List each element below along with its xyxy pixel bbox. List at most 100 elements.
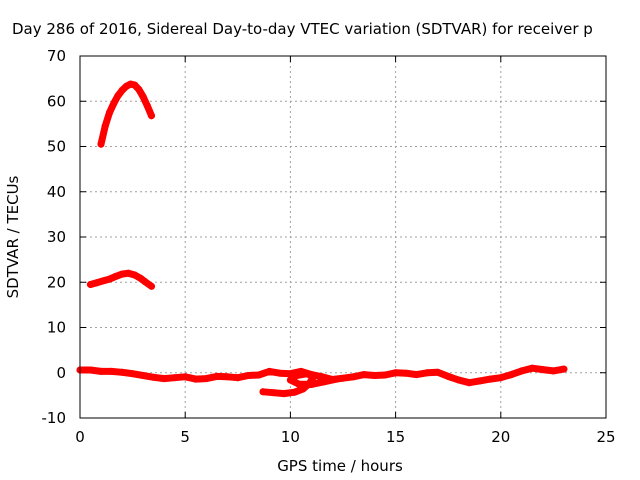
data-point	[148, 282, 155, 290]
data-point	[93, 279, 101, 287]
data-point	[131, 81, 139, 89]
data-point	[101, 122, 109, 130]
x-tick-label: 15	[386, 428, 405, 446]
data-point	[118, 270, 126, 278]
y-tick-label: 50	[47, 138, 66, 156]
data-point	[110, 100, 118, 107]
data-point	[434, 368, 442, 376]
y-tick-label: 60	[47, 92, 66, 110]
y-tick-label: 20	[47, 273, 66, 291]
data-point	[139, 372, 147, 379]
data-point	[549, 367, 557, 375]
data-point	[192, 375, 200, 383]
data-point	[402, 369, 410, 377]
data-point	[303, 370, 311, 378]
data-point	[244, 372, 252, 379]
data-point	[124, 269, 132, 277]
data-point	[171, 374, 179, 382]
y-axis-label: SDTVAR / TECUs	[4, 175, 22, 298]
data-point	[381, 371, 389, 379]
y-tick-label: 70	[47, 47, 66, 65]
data-point	[476, 377, 484, 385]
x-tick-label: 0	[75, 428, 85, 446]
data-point	[291, 388, 299, 396]
chart-title: Day 286 of 2016, Sidereal Day-to-day VTE…	[12, 20, 593, 38]
x-tick-label: 25	[596, 428, 615, 446]
data-point	[507, 371, 515, 379]
data-point	[299, 385, 307, 393]
data-point	[213, 372, 221, 380]
data-point	[350, 373, 357, 381]
data-point	[181, 373, 189, 381]
data-point	[87, 281, 94, 288]
data-point	[371, 372, 379, 379]
data-point	[265, 367, 273, 375]
gridlines	[80, 56, 606, 418]
x-tick-label: 10	[281, 428, 300, 446]
data-series	[76, 80, 568, 398]
data-point	[392, 369, 400, 377]
data-point	[528, 364, 536, 372]
series-3	[76, 364, 568, 387]
x-axis-label: GPS time / hours	[277, 457, 403, 475]
data-point	[286, 376, 294, 384]
data-point	[131, 271, 139, 279]
data-point	[143, 102, 151, 110]
data-point	[150, 373, 158, 381]
y-tick-label: -10	[42, 409, 67, 427]
data-point	[320, 378, 328, 386]
data-point	[255, 371, 263, 379]
data-point	[560, 365, 568, 373]
data-point	[106, 275, 113, 283]
data-point	[259, 388, 267, 396]
data-point	[106, 109, 113, 117]
data-point	[455, 376, 463, 384]
data-point	[141, 278, 149, 286]
data-point	[135, 86, 143, 93]
data-point	[99, 277, 107, 285]
data-point	[360, 371, 368, 379]
data-point	[234, 374, 242, 382]
series-1	[97, 80, 155, 148]
series-4	[259, 370, 341, 398]
x-tick-label: 20	[491, 428, 510, 446]
data-point	[148, 112, 155, 120]
data-point	[97, 140, 105, 148]
data-point	[118, 368, 126, 376]
data-point	[139, 93, 147, 101]
data-point	[413, 371, 421, 379]
x-tick-labels: 0 5 10 15 20 25	[75, 428, 615, 446]
data-point	[539, 366, 547, 374]
data-point	[423, 369, 431, 377]
data-point	[276, 369, 284, 377]
y-tick-label: 30	[47, 228, 66, 246]
data-point	[270, 389, 278, 397]
data-point	[339, 374, 347, 382]
data-point	[223, 373, 231, 381]
data-point	[295, 380, 303, 388]
data-point	[280, 390, 288, 398]
series-2	[87, 269, 155, 290]
data-point	[307, 381, 315, 388]
y-tick-label: 0	[56, 364, 66, 382]
y-tick-label: 40	[47, 183, 66, 201]
data-point	[97, 367, 105, 375]
data-point	[310, 373, 317, 381]
data-point	[108, 367, 116, 375]
data-point	[465, 379, 473, 387]
data-point	[202, 375, 210, 383]
plot-frame	[79, 55, 607, 419]
data-point	[497, 374, 505, 382]
data-point	[129, 370, 137, 378]
data-point	[518, 367, 526, 375]
y-tick-label: 10	[47, 319, 66, 337]
data-point	[112, 272, 120, 280]
data-point	[87, 366, 94, 374]
data-point	[486, 375, 494, 383]
y-tick-labels: -10 0 10 20 30 40 50 60 70	[42, 47, 67, 427]
data-point	[333, 375, 341, 383]
data-point	[114, 92, 122, 100]
data-point	[293, 372, 301, 379]
data-point	[444, 372, 452, 380]
